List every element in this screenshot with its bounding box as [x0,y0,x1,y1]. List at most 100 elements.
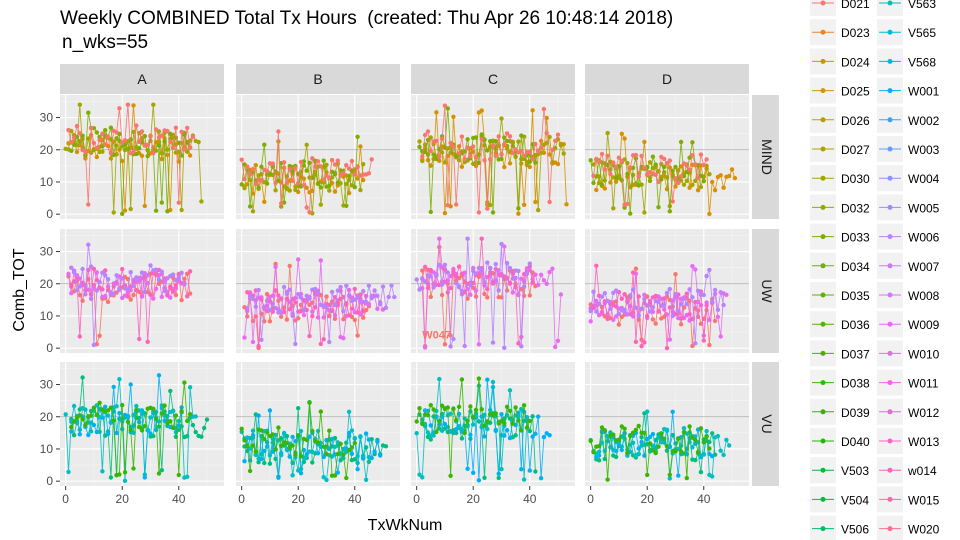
data-point [496,471,501,476]
data-point [250,166,256,172]
panel-VU-C [411,362,575,486]
data-point [358,434,363,439]
data-point [611,206,616,211]
data-point [151,151,156,156]
data-point [479,137,484,142]
data-point [327,183,332,189]
data-point [678,164,684,169]
data-point [448,344,453,349]
data-point [422,149,428,155]
panel-UW-A [60,229,224,353]
data-point [145,142,150,148]
data-point [145,153,150,159]
data-point [153,416,159,421]
data-point [707,172,712,177]
data-point [327,339,332,345]
data-point [485,426,490,432]
data-point [591,305,596,311]
data-point [507,435,513,441]
legend-item: D032 [810,194,870,221]
data-point [290,434,295,440]
data-point [642,165,647,170]
legend-item: V506 [810,515,869,540]
legend-item: D030 [810,165,870,192]
data-point [465,418,470,423]
data-point [471,415,476,420]
legend-key-point [820,117,826,123]
data-point [148,431,153,436]
data-point [490,210,496,215]
data-point [247,446,253,451]
data-point [636,423,641,429]
data-point [662,302,667,307]
y-tick-label: 20 [40,143,54,157]
data-point [125,419,131,424]
legend-label: D026 [841,114,870,128]
data-point [476,160,482,166]
data-point [71,433,77,438]
data-point [361,453,366,458]
data-point [204,417,210,422]
data-point [321,337,326,342]
data-point [176,149,181,155]
data-point [307,400,312,405]
data-point [437,154,442,159]
data-point [704,428,709,434]
data-point [667,165,672,170]
data-point [120,266,125,272]
facet-strip-B [236,64,400,94]
legend-item: D026 [810,106,870,133]
data-point [80,416,85,422]
data-point [547,134,552,140]
data-point [290,178,295,184]
data-point [690,264,695,269]
data-point [71,270,77,275]
data-point [355,454,360,459]
data-point [142,289,147,295]
data-point [544,281,549,286]
data-point [105,277,111,282]
data-point [690,153,695,158]
data-point [318,409,323,414]
data-point [256,456,261,461]
data-point [173,430,179,435]
data-point [431,285,436,290]
data-point [318,258,323,263]
data-point [521,153,527,159]
data-point [596,458,602,463]
data-point [338,284,343,290]
data-point [131,466,136,471]
data-point [83,149,88,155]
data-point [676,473,681,478]
data-point [510,150,515,156]
data-point [256,287,261,293]
y-tick-label: 10 [40,175,54,189]
data-point [451,269,456,274]
data-point [488,407,493,413]
data-point [653,293,658,299]
data-point [625,171,630,177]
data-point [179,270,184,275]
data-point [690,295,695,300]
data-point [151,102,156,107]
data-point [650,448,656,453]
data-point [182,132,187,137]
data-point [519,344,524,349]
x-tick-label: 40 [697,492,711,506]
data-point [681,430,687,435]
legend-key-point [820,292,826,298]
data-point [459,288,465,294]
data-point [662,164,667,170]
legend-key-bg [877,0,903,16]
data-point [553,138,558,143]
data-point [242,185,247,191]
data-point [324,162,329,167]
data-point [88,264,94,269]
data-point [625,201,630,207]
data-point [510,290,515,295]
data-point [533,431,538,436]
data-point [454,427,459,432]
data-point [74,273,80,278]
facet-strip-MIND [752,95,779,219]
data-point [504,288,510,293]
